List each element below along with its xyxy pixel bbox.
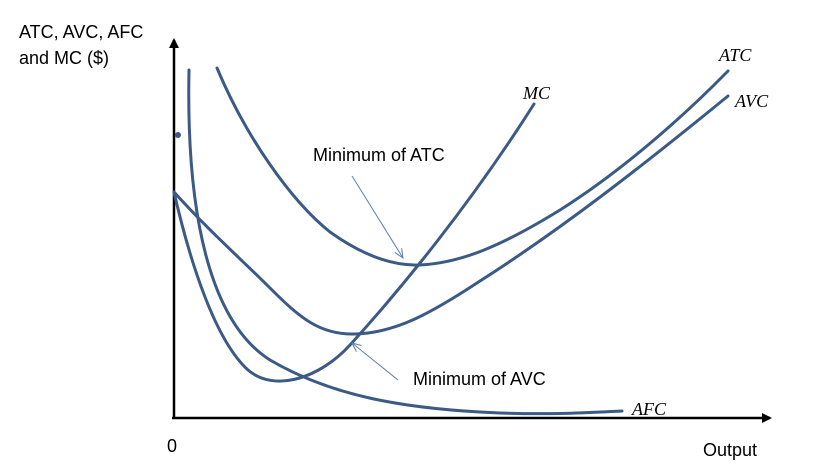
x-axis-label: Output [703, 440, 757, 460]
annotation-min-avc-pointer [352, 343, 399, 381]
annotation-min-atc-pointer [351, 175, 403, 258]
series-label-atc: ATC [718, 45, 752, 65]
series-label-afc: AFC [631, 399, 667, 419]
avc-curve [172, 94, 730, 336]
y-axis-label-line1: ATC, AVC, AFC [19, 22, 143, 42]
series-label-avc: AVC [734, 91, 769, 111]
mc-curve [172, 102, 536, 383]
y-axis-label-line2: and MC ($) [19, 48, 109, 68]
origin-label: 0 [167, 436, 177, 456]
annotation-min-atc: Minimum of ATC [313, 145, 445, 165]
annotation-min-avc: Minimum of AVC [413, 369, 546, 389]
afc-curve [187, 68, 624, 416]
y-axis-dot [175, 132, 181, 138]
atc-curve [215, 66, 730, 267]
series-label-mc: MC [522, 83, 551, 103]
